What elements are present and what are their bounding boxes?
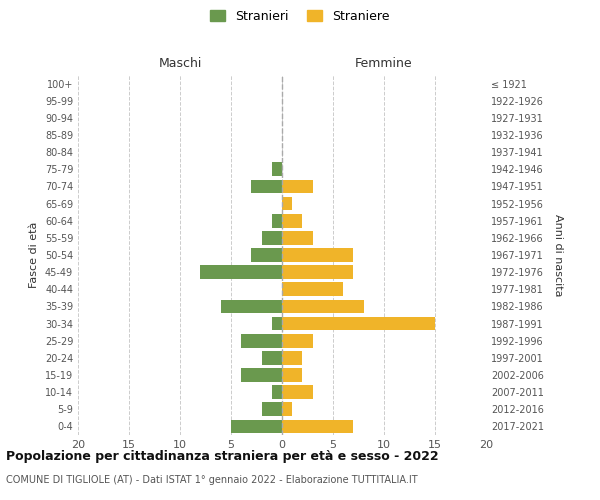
Bar [282, 351, 302, 364]
Y-axis label: Fasce di età: Fasce di età [29, 222, 39, 288]
Bar [282, 316, 435, 330]
Text: Maschi: Maschi [158, 57, 202, 70]
Bar [262, 231, 282, 244]
Text: Popolazione per cittadinanza straniera per età e sesso - 2022: Popolazione per cittadinanza straniera p… [6, 450, 439, 463]
Bar [272, 386, 282, 399]
Bar [231, 420, 282, 434]
Bar [272, 316, 282, 330]
Y-axis label: Anni di nascita: Anni di nascita [553, 214, 563, 296]
Bar [282, 196, 292, 210]
Bar [282, 420, 353, 434]
Bar [272, 162, 282, 176]
Bar [282, 180, 313, 194]
Bar [251, 180, 282, 194]
Text: COMUNE DI TIGLIOLE (AT) - Dati ISTAT 1° gennaio 2022 - Elaborazione TUTTITALIA.I: COMUNE DI TIGLIOLE (AT) - Dati ISTAT 1° … [6, 475, 418, 485]
Bar [221, 300, 282, 314]
Text: Femmine: Femmine [355, 57, 413, 70]
Bar [282, 266, 353, 279]
Bar [282, 334, 313, 347]
Bar [282, 386, 313, 399]
Bar [282, 402, 292, 416]
Bar [282, 300, 364, 314]
Bar [262, 402, 282, 416]
Bar [282, 248, 353, 262]
Bar [282, 231, 313, 244]
Bar [241, 334, 282, 347]
Bar [262, 351, 282, 364]
Bar [241, 368, 282, 382]
Legend: Stranieri, Straniere: Stranieri, Straniere [206, 6, 394, 26]
Bar [282, 368, 302, 382]
Bar [282, 214, 302, 228]
Bar [200, 266, 282, 279]
Bar [282, 282, 343, 296]
Bar [251, 248, 282, 262]
Bar [272, 214, 282, 228]
